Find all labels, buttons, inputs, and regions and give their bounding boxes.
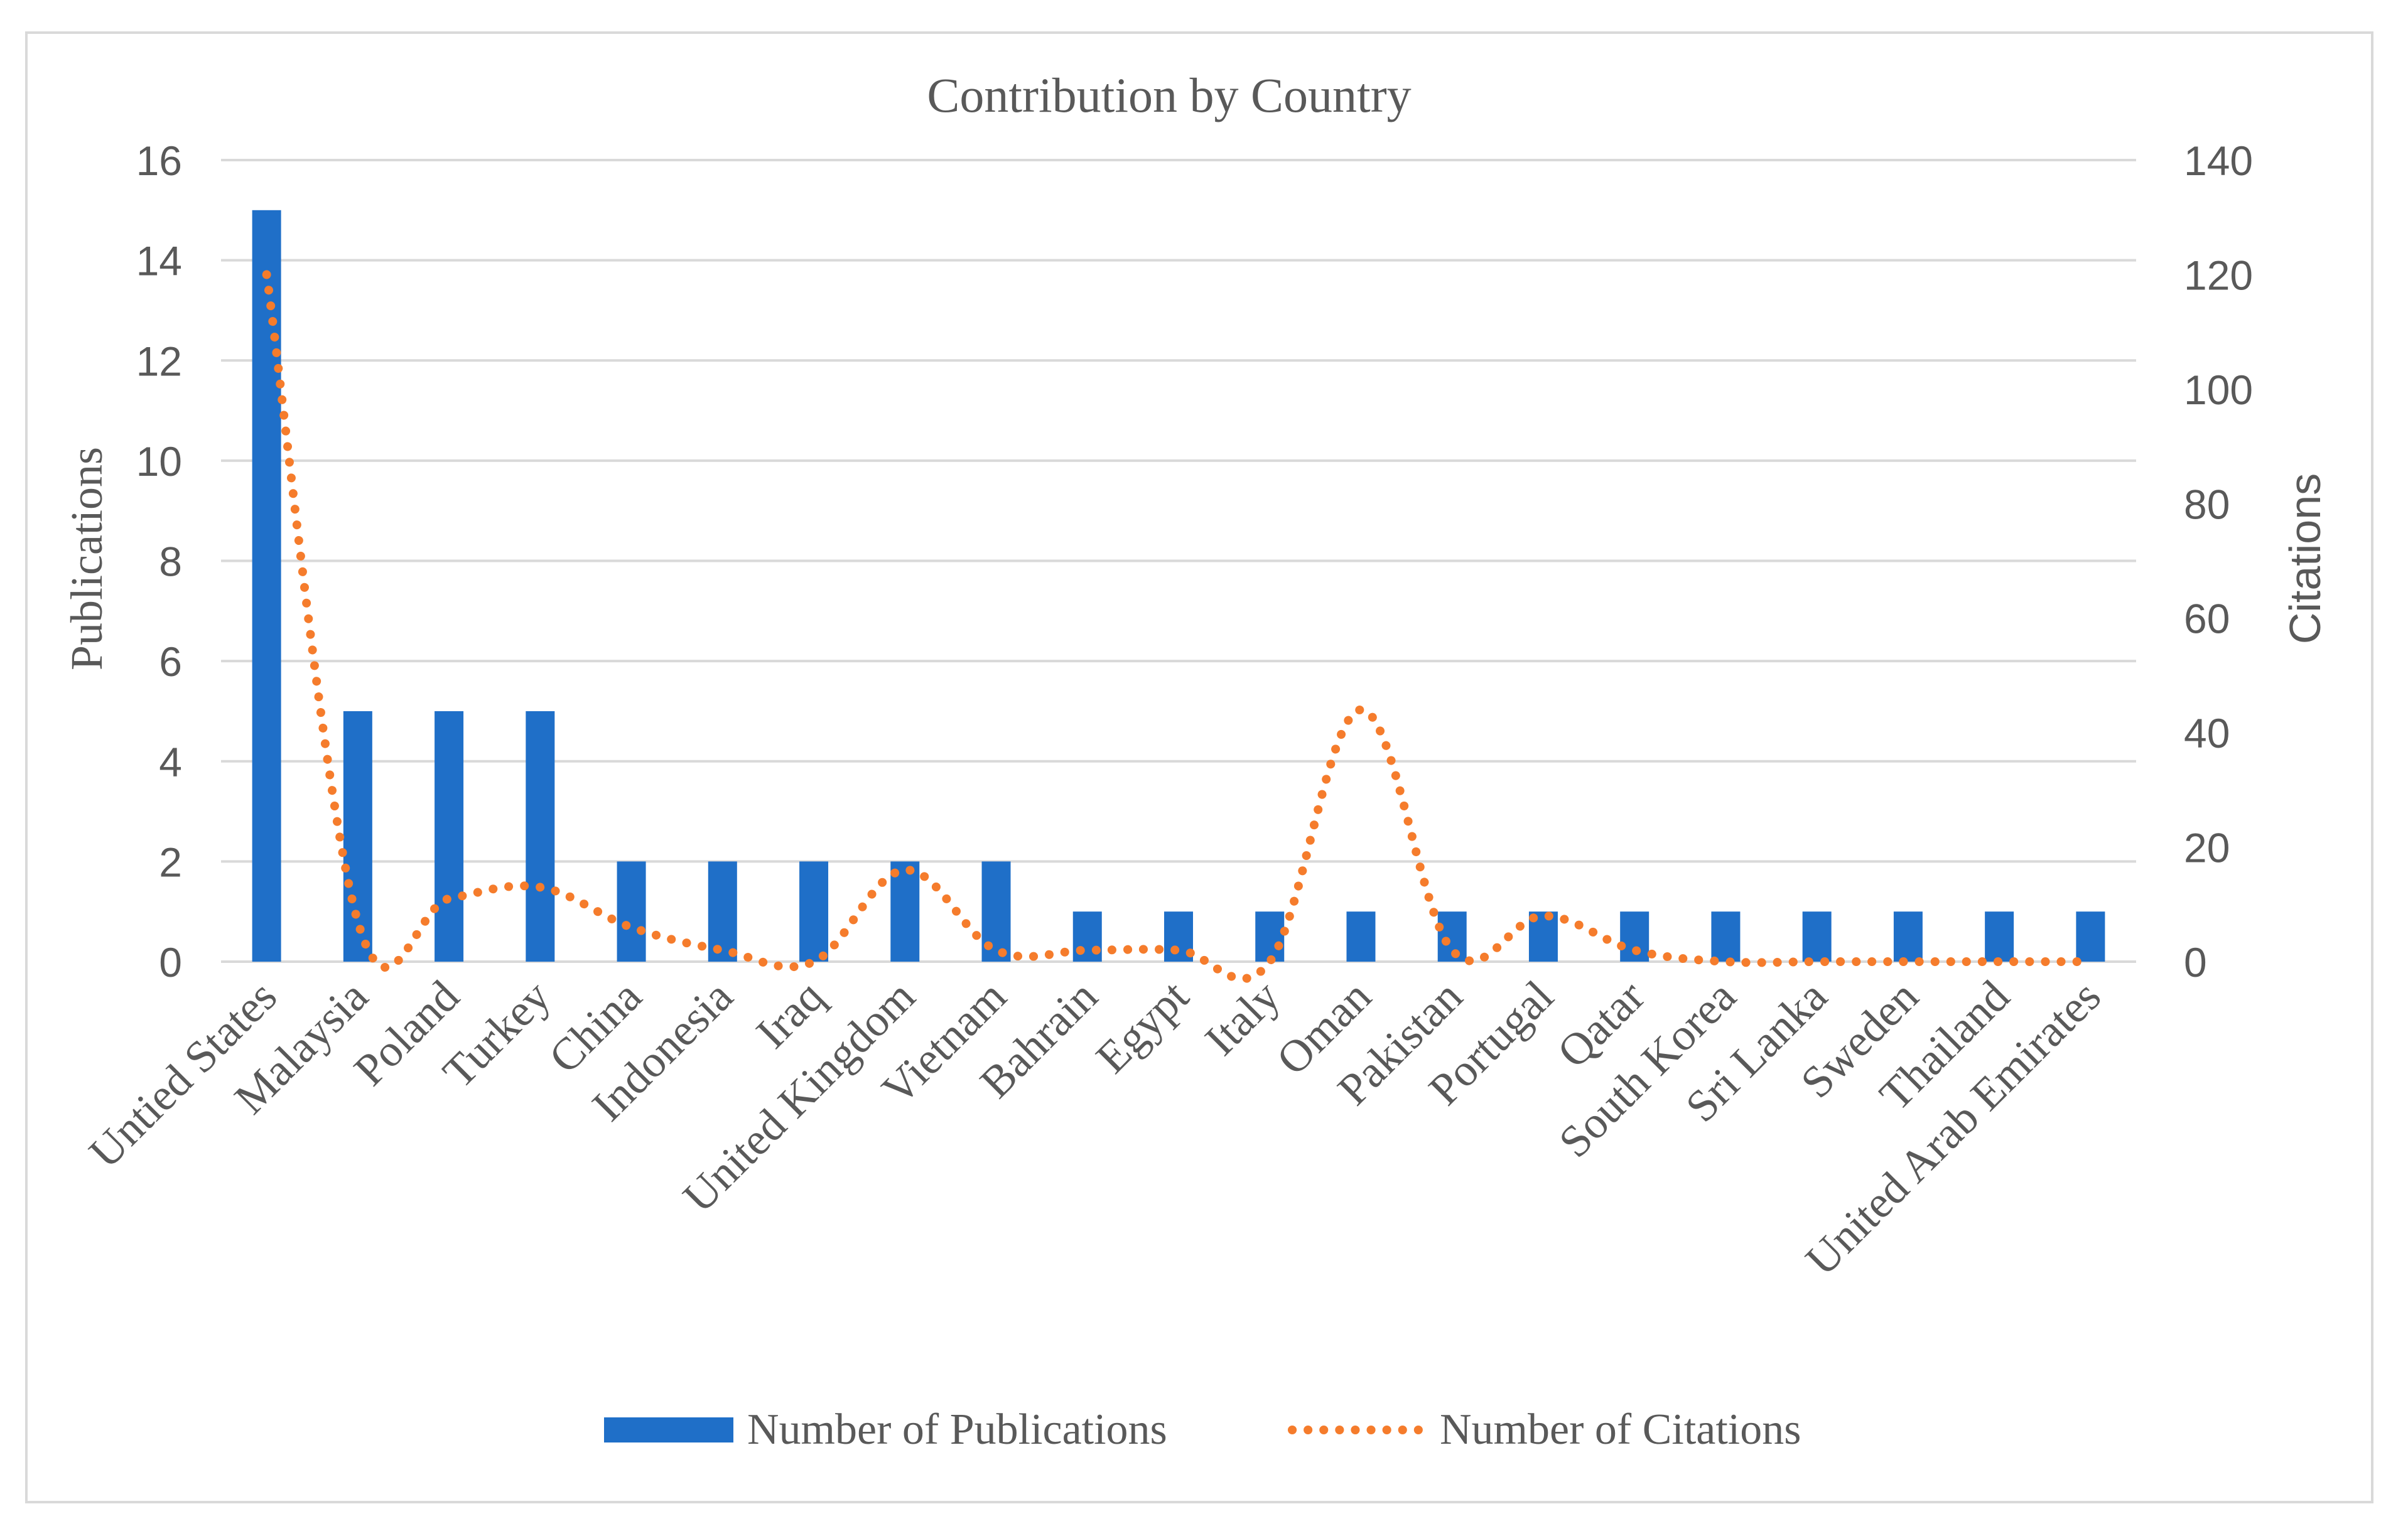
bar-series [252, 210, 2105, 962]
gridlines [221, 159, 2136, 963]
right-tick-label: 20 [2184, 825, 2230, 871]
citations-line [262, 270, 2095, 983]
bar-17 [1802, 911, 1832, 962]
bar-4 [617, 861, 646, 962]
bar-11 [1255, 911, 1285, 962]
bar-3 [526, 711, 555, 962]
right-tick-label: 40 [2184, 710, 2230, 756]
left-tick-label: 2 [159, 839, 182, 885]
bar-20 [2076, 911, 2105, 962]
bar-19 [1985, 911, 2014, 962]
left-axis-ticks: 0 2 4 6 8 10 12 14 16 [136, 137, 182, 986]
left-tick-label: 8 [159, 539, 182, 585]
bar-18 [1893, 911, 1923, 962]
bar-6 [799, 861, 829, 962]
chart-frame [25, 31, 2373, 1503]
left-tick-label: 4 [159, 739, 182, 785]
right-tick-label: 100 [2184, 367, 2253, 413]
right-axis-ticks: 0 20 40 60 80 100 120 140 [2184, 137, 2253, 986]
legend-label-citations: Number of Citations [1440, 1405, 1801, 1454]
category-label: Egypt [1086, 971, 1198, 1083]
right-axis-label: Citations [2281, 473, 2330, 644]
right-tick-label: 140 [2184, 137, 2253, 184]
chart-title: Contribution by Country [927, 68, 1411, 122]
left-tick-label: 0 [159, 939, 182, 986]
right-tick-label: 80 [2184, 481, 2230, 527]
left-tick-label: 12 [136, 338, 182, 384]
bar-5 [708, 861, 737, 962]
bar-7 [890, 861, 920, 962]
category-label: Turkey [433, 971, 560, 1098]
category-labels: Untied StatesMalaysiaPolandTurkeyChinaIn… [79, 971, 2110, 1286]
right-tick-label: 0 [2184, 939, 2207, 986]
bar-16 [1711, 911, 1741, 962]
legend-swatch-publications [604, 1417, 733, 1442]
right-tick-label: 120 [2184, 252, 2253, 298]
bar-2 [435, 711, 464, 962]
left-tick-label: 16 [136, 137, 182, 184]
legend: Number of Publications Number of Citatio… [604, 1405, 1801, 1454]
bar-1 [343, 711, 372, 962]
line-series [262, 270, 2095, 983]
left-tick-label: 10 [136, 438, 182, 485]
left-axis-label: Publications [62, 447, 112, 670]
left-tick-label: 6 [159, 638, 182, 685]
bar-12 [1346, 911, 1376, 962]
legend-label-publications: Number of Publications [747, 1405, 1167, 1454]
left-tick-label: 14 [136, 238, 182, 284]
right-tick-label: 60 [2184, 596, 2230, 642]
